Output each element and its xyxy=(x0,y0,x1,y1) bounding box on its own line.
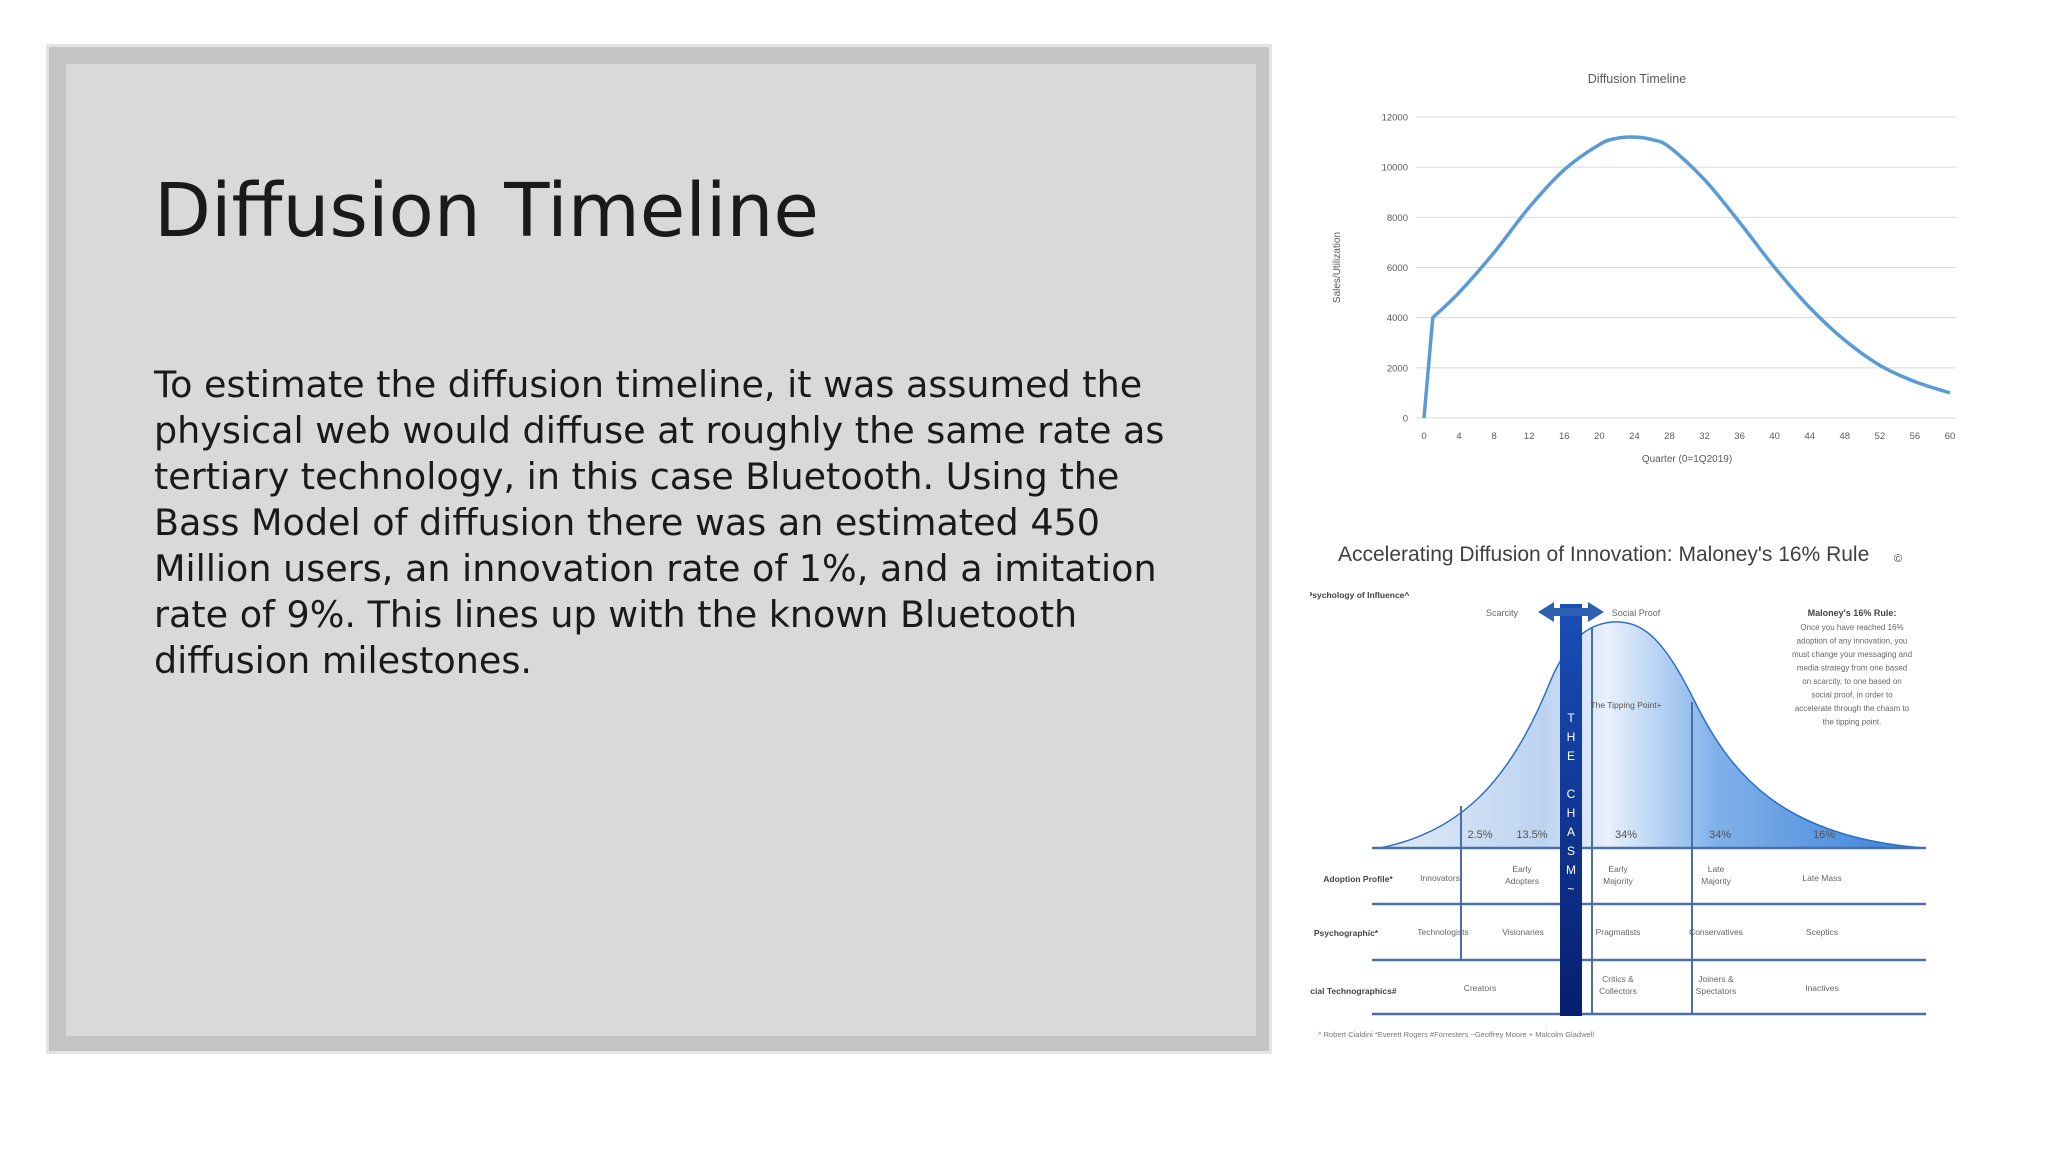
chasm-letter: S xyxy=(1567,844,1575,858)
double-arrow-icon xyxy=(1538,602,1604,622)
chasm-letter: M xyxy=(1566,863,1576,877)
rule-title: Maloney's 16% Rule: xyxy=(1808,608,1897,618)
rule-text-line: accelerate through the chasm to xyxy=(1795,704,1910,713)
x-tick-label: 16 xyxy=(1559,431,1570,442)
cell-text: Sceptics xyxy=(1806,927,1838,937)
diagram-title: Accelerating Diffusion of Innovation: Ma… xyxy=(1338,543,1869,566)
cell-text: Late Mass xyxy=(1802,873,1841,883)
cell-text: Adopters xyxy=(1505,876,1539,886)
y-tick-label: 0 xyxy=(1403,414,1408,425)
chart-series xyxy=(1422,135,1951,419)
x-tick-label: 44 xyxy=(1804,431,1815,442)
chart-x-ticks: 0 4 8 12 16 20 24 28 32 36 40 44 48 52 56 60 xyxy=(1421,431,1955,442)
chasm-letter: H xyxy=(1567,730,1576,744)
percent-label: 34% xyxy=(1615,829,1637,841)
cell-text: Majority xyxy=(1603,876,1634,886)
x-tick-label: 20 xyxy=(1594,431,1605,442)
cell-text: Majority xyxy=(1701,876,1732,886)
rule-text-line: media strategy from one based xyxy=(1797,664,1907,673)
cell-text: Spectators xyxy=(1696,986,1737,996)
rule-text-line: adoption of any innovation, you xyxy=(1797,637,1908,646)
cell-text: Early xyxy=(1512,864,1532,874)
rule-text-line: Once you have reached 16% xyxy=(1800,623,1903,632)
x-tick-label: 8 xyxy=(1491,431,1496,442)
diagram-title-mark: © xyxy=(1894,553,1902,565)
chasm-letter: H xyxy=(1567,806,1576,820)
cell-text: Inactives xyxy=(1805,983,1839,993)
diffusion-line-chart: Diffusion Timeline Sales/Utilization Qua… xyxy=(1320,60,1960,480)
cell-text: Conservatives xyxy=(1689,927,1743,937)
rule-text: Once you have reached 16% adoption of any… xyxy=(1792,623,1912,727)
x-tick-label: 28 xyxy=(1664,431,1675,442)
label-adoption-profile: Adoption Profile* xyxy=(1323,874,1393,884)
chart-title: Diffusion Timeline xyxy=(1588,72,1686,86)
bell-curve xyxy=(1379,621,1925,849)
chasm-letter: ~ xyxy=(1567,882,1574,896)
scarcity-label: Scarcity xyxy=(1486,608,1519,618)
chasm-letter: A xyxy=(1567,825,1575,839)
x-tick-label: 40 xyxy=(1769,431,1780,442)
cell-text: Joiners & xyxy=(1698,974,1734,984)
chasm-letter: E xyxy=(1567,749,1575,763)
cell-text: Collectors xyxy=(1599,986,1637,996)
maloney-diffusion-diagram: Accelerating Diffusion of Innovation: Ma… xyxy=(1299,532,1942,1052)
y-tick-label: 6000 xyxy=(1387,263,1408,274)
x-tick-label: 4 xyxy=(1456,431,1461,442)
percent-label: 16% xyxy=(1813,829,1835,841)
percent-label: 34% xyxy=(1709,829,1731,841)
x-tick-label: 60 xyxy=(1945,431,1956,442)
cell-text: Late xyxy=(1708,864,1725,874)
row-adoption-profile: Innovators Early Adopters Early Majority Late… xyxy=(1420,864,1841,886)
rule-text-line: must change your messaging and xyxy=(1792,650,1912,659)
cell-text: Visionaries xyxy=(1502,927,1543,937)
percent-label: 13.5% xyxy=(1516,829,1547,841)
chasm-bar xyxy=(1560,604,1582,1016)
chart-y-axis-label: Sales/Utilization xyxy=(1332,232,1343,303)
cell-text: Critics & xyxy=(1602,974,1634,984)
y-tick-label: 2000 xyxy=(1387,363,1408,374)
y-tick-label: 12000 xyxy=(1382,113,1408,124)
cell-text: Creators xyxy=(1464,983,1497,993)
x-tick-label: 12 xyxy=(1524,431,1535,442)
y-tick-label: 10000 xyxy=(1382,163,1408,174)
chart-gridlines xyxy=(1416,116,1956,419)
diagram-footer: ^ Robert Cialdini *Everett Rogers #Forre… xyxy=(1318,1030,1594,1039)
x-tick-label: 48 xyxy=(1840,431,1851,442)
x-tick-label: 52 xyxy=(1875,431,1886,442)
x-tick-label: 32 xyxy=(1699,431,1710,442)
label-psychographic: Psychographic* xyxy=(1314,928,1379,938)
series-line xyxy=(1422,135,1951,419)
percent-label: 2.5% xyxy=(1467,829,1492,841)
social-proof-label: Social Proof xyxy=(1612,608,1661,618)
label-social-technographics: Social Technographics# xyxy=(1310,986,1397,996)
x-tick-label: 0 xyxy=(1421,431,1426,442)
x-tick-label: 56 xyxy=(1910,431,1921,442)
chasm-letter: C xyxy=(1567,787,1576,801)
chart-x-axis-label: Quarter (0=1Q2019) xyxy=(1642,454,1732,465)
percent-labels: 2.5% 13.5% 34% 34% 16% xyxy=(1467,829,1835,841)
slide-frame-inner xyxy=(66,64,1256,1036)
rule-text-line: social proof, in order to xyxy=(1811,691,1893,700)
chart-y-ticks: 0 2000 4000 6000 8000 10000 12000 xyxy=(1382,113,1408,425)
chasm-letter: T xyxy=(1567,711,1575,725)
x-tick-label: 36 xyxy=(1734,431,1745,442)
row-social-technographics: Creators Critics & Collectors Joiners & Spec… xyxy=(1464,974,1839,996)
y-tick-label: 8000 xyxy=(1387,213,1408,224)
cell-text: Pragmatists xyxy=(1596,927,1641,937)
cell-text: Early xyxy=(1608,864,1628,874)
rule-text-line: the tipping point. xyxy=(1823,718,1882,727)
cell-text: Technologists xyxy=(1417,927,1469,937)
label-psychology-of-influence: Psychology of Influence^ xyxy=(1310,590,1409,600)
tipping-point-label: The Tipping Point+ xyxy=(1590,700,1661,710)
x-tick-label: 24 xyxy=(1629,431,1640,442)
rule-text-line: on scarcity, to one based on xyxy=(1802,677,1901,686)
slide-title: Diffusion Timeline xyxy=(154,168,819,254)
y-tick-label: 4000 xyxy=(1387,313,1408,324)
slide-body-text: To estimate the diffusion timeline, it w… xyxy=(154,363,1165,682)
row-psychographic: Technologists Visionaries Pragmatists Conse… xyxy=(1417,927,1838,937)
cell-text: Innovators xyxy=(1420,873,1460,883)
